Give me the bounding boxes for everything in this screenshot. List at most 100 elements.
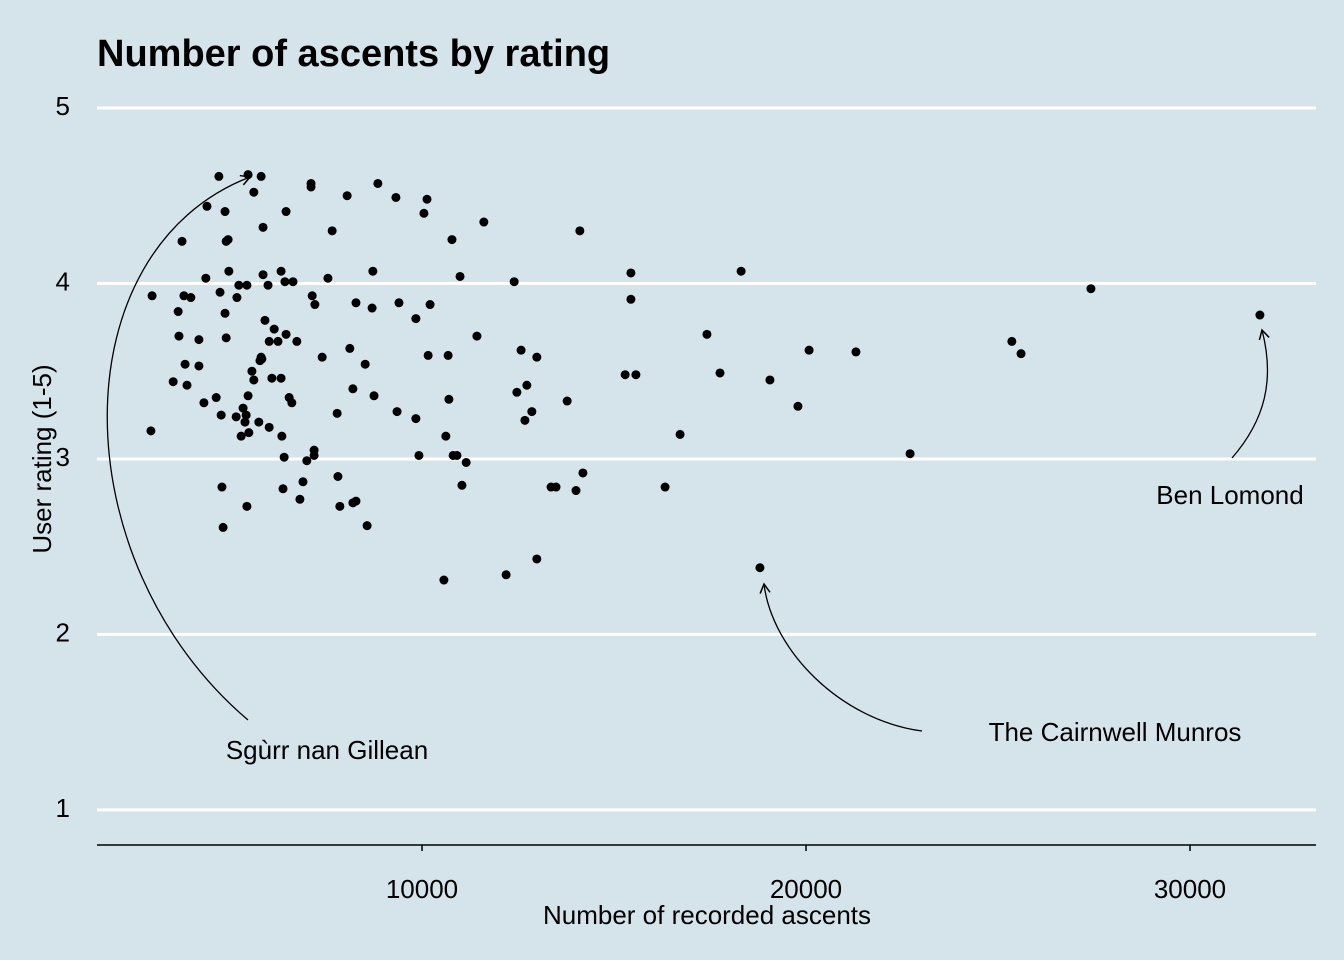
point (267, 373, 277, 383)
point (317, 352, 327, 362)
point (278, 484, 288, 494)
point (702, 329, 712, 339)
point (348, 384, 358, 394)
annotation: Ben Lomond (1156, 480, 1303, 510)
y-tick-label: 3 (56, 442, 70, 472)
point (675, 429, 685, 439)
x-tick-label: 20000 (770, 874, 842, 904)
point (1016, 349, 1026, 359)
point (660, 482, 670, 492)
y-tick-label: 1 (56, 793, 70, 823)
annotation: Sgùrr nan Gillean (226, 735, 428, 765)
point (1255, 310, 1265, 320)
point (1007, 336, 1017, 346)
point (522, 380, 532, 390)
point (292, 336, 302, 346)
point (335, 501, 345, 511)
point (411, 414, 421, 424)
point (323, 273, 333, 283)
point (307, 291, 317, 301)
point (236, 431, 246, 441)
x-tick-label: 30000 (1154, 874, 1226, 904)
point (243, 391, 253, 401)
annotation-arrow (759, 582, 923, 732)
point (199, 398, 209, 408)
point (327, 226, 337, 236)
point (220, 207, 230, 217)
point (256, 171, 266, 181)
point (351, 298, 361, 308)
point (186, 293, 196, 303)
point (182, 380, 192, 390)
point (254, 417, 264, 427)
point (276, 266, 286, 276)
point (223, 235, 233, 245)
point (216, 410, 226, 420)
point (279, 452, 289, 462)
point (202, 201, 212, 211)
point (179, 291, 189, 301)
point (249, 187, 259, 197)
point (626, 268, 636, 278)
point (501, 570, 511, 580)
point (755, 563, 765, 573)
point (277, 431, 287, 441)
point (180, 359, 190, 369)
y-tick-label: 5 (56, 91, 70, 121)
point (455, 271, 465, 281)
point (306, 182, 316, 192)
point (177, 236, 187, 246)
point (793, 401, 803, 411)
point (269, 324, 279, 334)
y-axis-label: User rating (1-5) (27, 364, 57, 553)
point (392, 407, 402, 417)
y-tick-label: 4 (56, 266, 70, 296)
point (360, 359, 370, 369)
x-axis-label: Number of recorded ascents (543, 900, 871, 930)
point (240, 417, 250, 427)
point (425, 300, 435, 310)
point (527, 407, 537, 417)
point (443, 350, 453, 360)
point (444, 394, 454, 404)
point (220, 308, 230, 318)
point (532, 554, 542, 564)
point (273, 336, 283, 346)
point (232, 293, 242, 303)
point (423, 350, 433, 360)
point (457, 480, 467, 490)
point (369, 391, 379, 401)
point (345, 343, 355, 353)
point (249, 375, 259, 385)
point (332, 408, 342, 418)
point (280, 277, 290, 287)
point (295, 494, 305, 504)
point (715, 368, 725, 378)
annotation: The Cairnwell Munros (989, 717, 1242, 747)
point (276, 373, 286, 383)
point (242, 280, 252, 290)
point (214, 171, 224, 181)
point (264, 336, 274, 346)
point (243, 170, 253, 180)
point (419, 208, 429, 218)
point (258, 222, 268, 232)
point (231, 412, 241, 422)
y-tick-label: 2 (56, 617, 70, 647)
point (241, 410, 251, 420)
point (218, 522, 228, 532)
chart-title: Number of ascents by rating (97, 33, 610, 75)
point (452, 450, 462, 460)
point (472, 331, 482, 341)
point (256, 352, 266, 362)
point (516, 345, 526, 355)
point (298, 477, 308, 487)
point (620, 370, 630, 380)
point (238, 403, 248, 413)
point (414, 450, 424, 460)
point (147, 291, 157, 301)
point (571, 486, 581, 496)
point (342, 191, 352, 201)
